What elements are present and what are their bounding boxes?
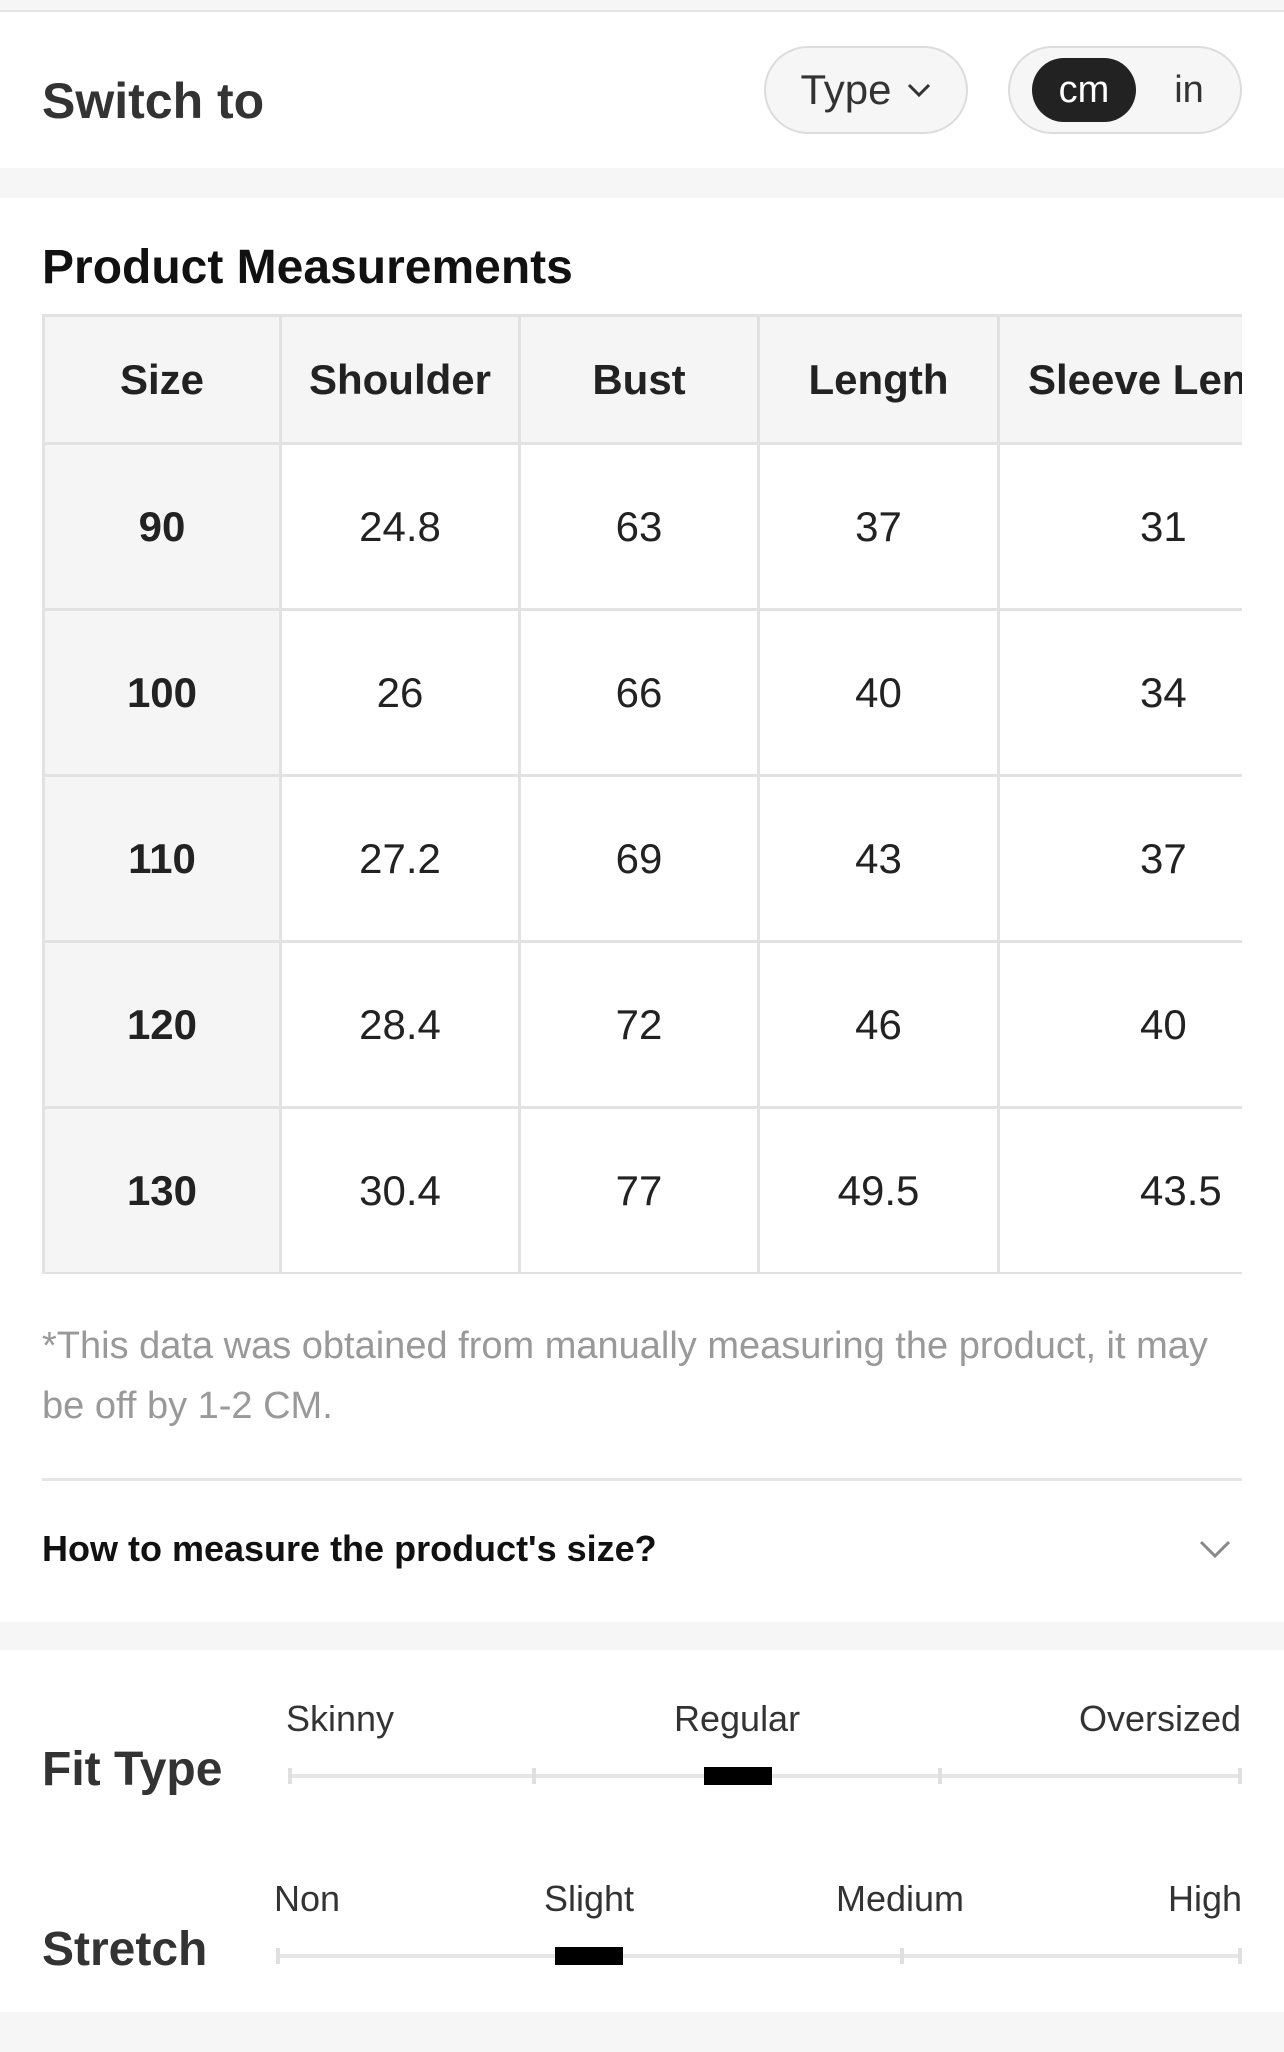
table-cell: 63 [518,442,760,611]
fit-section: Fit Type Skinny Regular Oversized Stretc… [0,1650,1284,2012]
chevron-down-icon [907,83,930,98]
table-cell: 72 [518,940,760,1109]
measurements-table-scroll[interactable]: Size Shoulder Bust Length Sleeve Leng 90… [42,314,1242,1274]
scale-label-skinny: Skinny [286,1698,395,1739]
table-cell: 46 [757,940,1000,1109]
table-cell: 43.5 [997,1106,1242,1274]
type-dropdown-label: Type [800,66,892,113]
header-size: Size [42,314,282,445]
section-divider [42,1478,1242,1481]
table-header-row: Size Shoulder Bust Length Sleeve Leng [42,314,1242,445]
header-bust: Bust [518,314,760,445]
stretch-tick [900,1948,904,1964]
scale-label-high: High [1168,1878,1243,1919]
table-row: 130 30.4 77 49.5 43.5 [42,1106,1242,1274]
table-cell: 66 [518,608,760,777]
header-sleeve-length: Sleeve Leng [997,314,1242,445]
fit-type-tick [938,1768,942,1784]
fit-type-tick [532,1768,536,1784]
stretch-indicator [555,1947,623,1965]
scale-label-medium: Medium [836,1878,965,1919]
switch-title: Switch to [42,73,265,129]
scale-label-slight: Slight [544,1878,635,1919]
table-cell: 30.4 [279,1106,521,1274]
product-measurements-section: Product Measurements Size Shoulder Bust … [0,198,1284,1622]
fit-type-indicator [704,1767,772,1785]
table-cell: 40 [997,940,1242,1109]
type-dropdown[interactable]: Type [764,46,968,134]
table-cell: 34 [997,608,1242,777]
table-cell: 77 [518,1106,760,1274]
table-cell: 43 [757,774,1000,943]
size-cell: 100 [42,608,282,777]
table-row: 100 26 66 40 34 [42,608,1242,777]
table-cell: 31 [997,442,1242,611]
table-cell: 69 [518,774,760,943]
fit-type-tick [1238,1768,1242,1784]
unit-in-button[interactable]: in [1174,68,1204,111]
table-cell: 37 [997,774,1242,943]
header-length: Length [757,314,1000,445]
table-row: 120 28.4 72 46 40 [42,940,1242,1109]
stretch-track [276,1954,1242,1958]
chevron-down-icon[interactable] [1198,1538,1232,1560]
fit-type-tick [288,1768,292,1784]
stretch-tick [276,1948,280,1964]
table-cell: 40 [757,608,1000,777]
table-cell: 49.5 [757,1106,1000,1274]
size-cell: 110 [42,774,282,943]
table-cell: 37 [757,442,1000,611]
size-cell: 120 [42,940,282,1109]
table-cell: 24.8 [279,442,521,611]
scale-label-regular: Regular [674,1698,801,1739]
scale-label-oversized: Oversized [1079,1698,1242,1739]
table-row: 90 24.8 63 37 31 [42,442,1242,611]
unit-switch-bar: Switch to Type cm in [0,12,1284,168]
table-cell: 26 [279,608,521,777]
fit-type-label: Fit Type [42,1743,223,1796]
size-cell: 130 [42,1106,282,1274]
top-divider [0,10,1284,12]
how-to-measure-toggle[interactable]: How to measure the product's size? [42,1528,657,1569]
stretch-label: Stretch [42,1923,208,1976]
unit-cm-button[interactable]: cm [1032,58,1136,122]
section-title: Product Measurements [42,241,573,294]
table-cell: 28.4 [279,940,521,1109]
size-cell: 90 [42,442,282,611]
table-row: 110 27.2 69 43 37 [42,774,1242,943]
unit-toggle: cm in [1008,46,1242,134]
measurements-table: Size Shoulder Bust Length Sleeve Leng 90… [42,314,1242,1274]
header-shoulder: Shoulder [279,314,521,445]
measurement-note: *This data was obtained from manually me… [42,1325,1208,1427]
stretch-tick [1238,1948,1242,1964]
table-cell: 27.2 [279,774,521,943]
scale-label-non: Non [274,1878,341,1919]
